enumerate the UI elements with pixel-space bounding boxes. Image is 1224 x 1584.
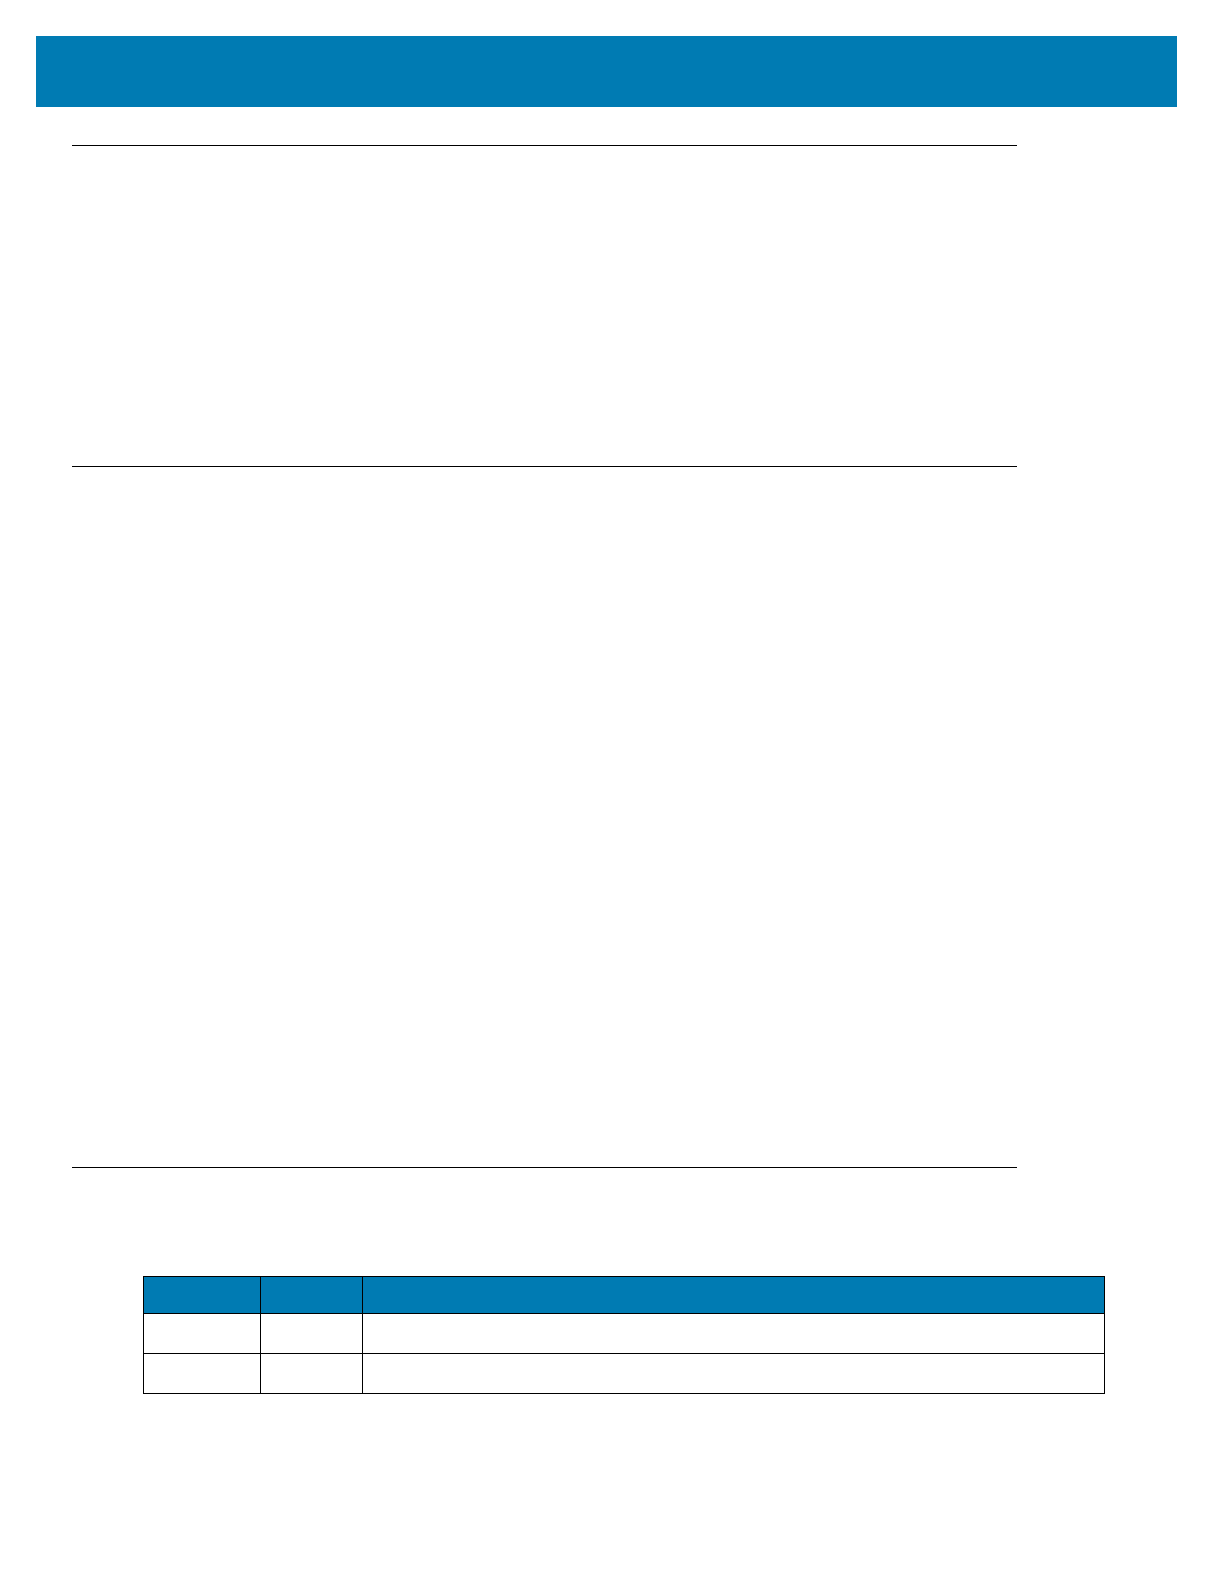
table-cell — [260, 1313, 363, 1354]
table-row — [143, 1353, 1105, 1394]
section-divider — [72, 1167, 1017, 1168]
column-header — [143, 1276, 261, 1314]
table-cell — [362, 1313, 1105, 1354]
table-row — [143, 1313, 1105, 1354]
column-header — [362, 1276, 1105, 1314]
table-cell — [143, 1353, 261, 1394]
chapter-header-banner — [36, 36, 1177, 107]
table-header-row — [143, 1276, 1105, 1314]
section-divider — [72, 145, 1017, 146]
table-cell — [362, 1353, 1105, 1394]
table-cell — [260, 1353, 363, 1394]
column-header — [260, 1276, 363, 1314]
table-cell — [143, 1313, 261, 1354]
section-divider — [72, 466, 1017, 467]
data-table — [143, 1276, 1105, 1394]
